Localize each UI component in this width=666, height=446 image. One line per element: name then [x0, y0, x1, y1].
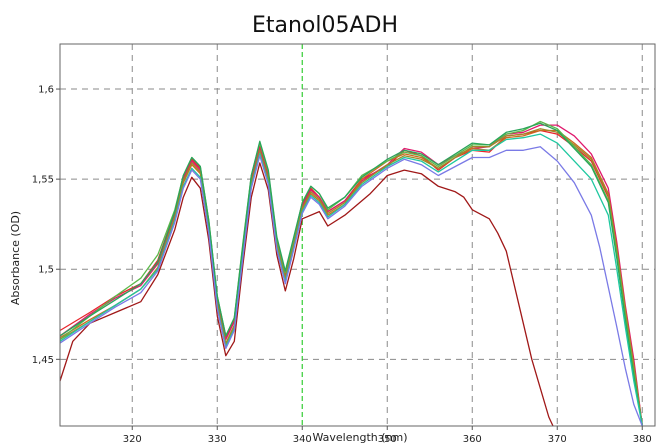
y-axis-ticks: 1,45 1,5 1,55 1,6 [32, 85, 60, 366]
series-line-1 [59, 129, 643, 427]
series-line-3 [59, 124, 643, 427]
series-group [59, 120, 643, 427]
y-tick-label: 1,6 [38, 85, 54, 96]
chart-title: Etanol05ADH [252, 13, 398, 38]
x-tick-label: 370 [548, 434, 567, 445]
plot-frame [59, 43, 656, 427]
y-tick-label: 1,45 [32, 355, 54, 366]
grid [60, 44, 655, 426]
x-tick-label: 320 [123, 434, 142, 445]
series-line-9 [59, 146, 643, 427]
series-line-5 [59, 128, 643, 427]
series-line-2 [59, 162, 554, 427]
series-line-8 [59, 133, 643, 427]
x-axis-label: Wavelength (nm) [312, 431, 407, 444]
x-tick-label: 360 [463, 434, 482, 445]
y-tick-label: 1,5 [38, 265, 54, 276]
x-tick-label: 330 [208, 434, 227, 445]
series-line-4 [59, 129, 643, 427]
x-tick-label: 350 [378, 434, 397, 445]
x-tick-label: 380 [633, 434, 652, 445]
x-tick-label: 340 [293, 434, 312, 445]
x-axis-ticks: 320 330 340 350 360 370 380 [123, 426, 652, 445]
y-axis-label: Absorbance (OD) [9, 211, 22, 305]
y-tick-label: 1,55 [32, 175, 54, 186]
series-line-7 [59, 122, 643, 427]
